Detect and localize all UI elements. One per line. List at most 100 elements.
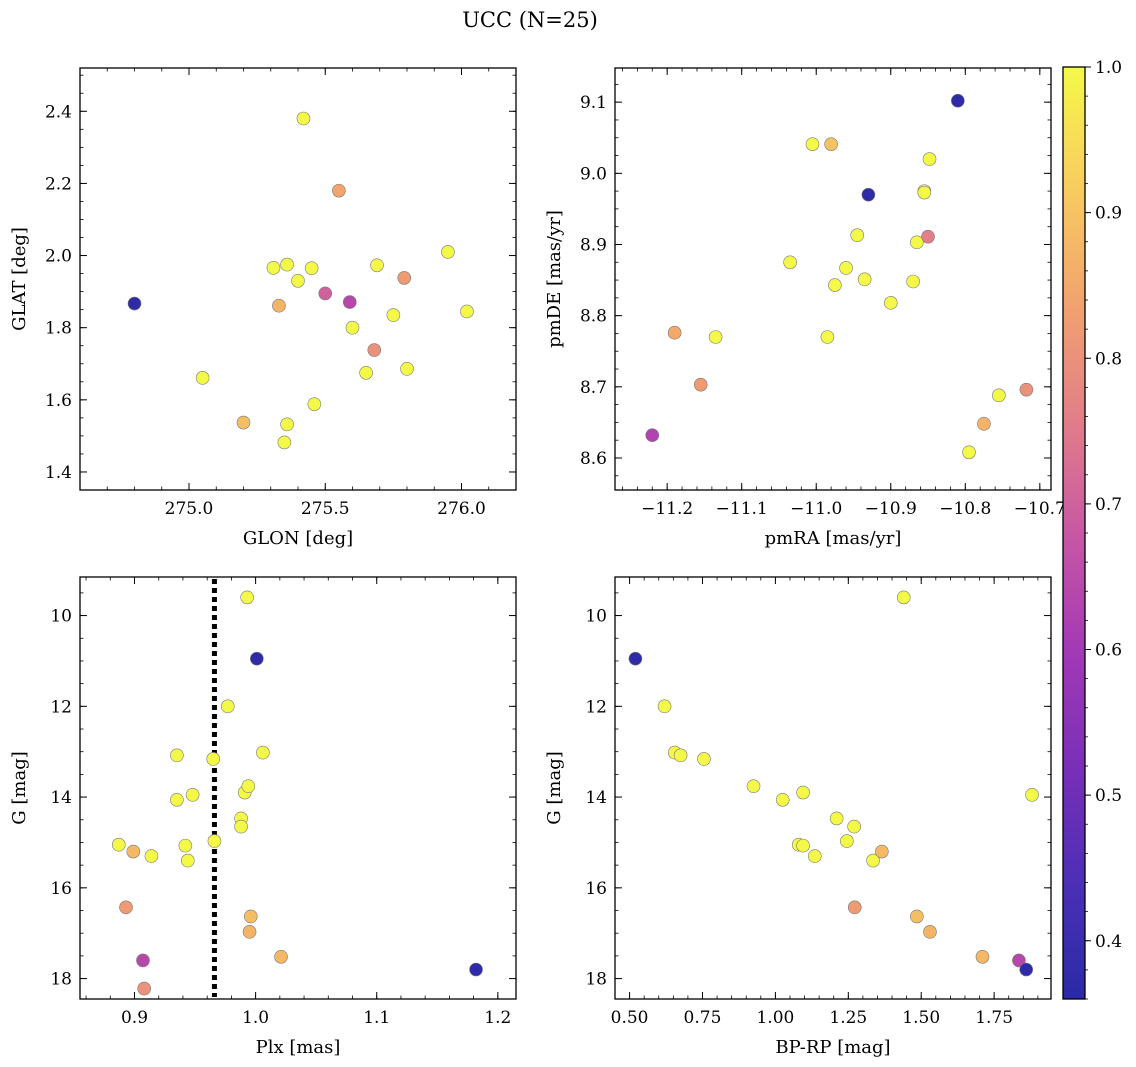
x-tick-label: 275.5 [301, 499, 350, 519]
panel-sky: 275.0 275.5 276.0 1.4 1.6 1.8 2.0 2.2 2.4 GLON [d… [9, 67, 517, 549]
x-tick-label: 0.9 [121, 1008, 148, 1028]
axes-frame [614, 67, 1052, 491]
scatter-point [234, 819, 248, 834]
y-tick-label: 12 [585, 697, 607, 717]
scatter-point [746, 779, 761, 793]
colorbar-gradient [1063, 67, 1085, 999]
x-tick-label: 1.1 [363, 1008, 390, 1028]
scatter-point [847, 819, 861, 834]
y-tick-label: 9.1 [580, 93, 607, 113]
scatter-point [250, 651, 264, 666]
y-tick-label: 18 [50, 970, 72, 990]
y-tick-label: 14 [50, 788, 72, 808]
colorbar-tick-label: 1.0 [1095, 58, 1122, 78]
scatter-point [977, 417, 991, 431]
scatter-point [296, 111, 311, 126]
scatter-point [805, 137, 820, 151]
scatter-point [783, 255, 797, 270]
scatter-point [136, 953, 150, 968]
scatter-point [397, 271, 412, 285]
x-tick-label: 1.75 [975, 1008, 1013, 1028]
colorbar: 0.4 0.5 0.6 0.7 0.8 0.9 1.0 [1062, 58, 1122, 1000]
x-tick-label: −10.9 [865, 499, 917, 519]
scatter-point [185, 788, 200, 802]
scatter-point [697, 752, 711, 766]
x-tick-label: −11.2 [641, 499, 693, 519]
y-tick-label: 2.0 [45, 247, 72, 267]
scatter-point [921, 229, 935, 244]
y-tick-label: 1.6 [45, 391, 72, 411]
scatter-point [673, 748, 688, 763]
scatter-point [170, 792, 184, 807]
y-tick-label: 8.7 [580, 378, 607, 398]
axes-frame [79, 576, 517, 1000]
y-tick-label: 2.4 [45, 102, 72, 122]
colorbar-tick-label: 0.8 [1095, 349, 1122, 369]
x-tick-label: 1.00 [756, 1008, 794, 1028]
scatter-point [236, 415, 251, 430]
scatter-point [359, 365, 373, 380]
scatter-point [206, 752, 221, 766]
scatter-point [951, 93, 965, 108]
scatter-point [850, 228, 865, 243]
scatter-point [266, 261, 281, 275]
scatter-point [992, 388, 1006, 403]
scatter-point [280, 417, 294, 432]
y-axis-label: G [mag] [544, 751, 565, 824]
scatter-point [1012, 953, 1026, 968]
colorbar-tick-label: 0.4 [1095, 932, 1122, 952]
y-tick-label: 1.8 [45, 319, 72, 339]
scatter-point [220, 699, 235, 714]
x-axis-label: BP-RP [mag] [775, 1037, 890, 1058]
x-tick-label: 0.50 [611, 1008, 649, 1028]
scatter-point [1025, 788, 1039, 802]
colorbar-tick-label: 0.5 [1095, 786, 1122, 806]
scatter-point [861, 187, 876, 202]
scatter-point [628, 651, 643, 666]
scatter-point [242, 925, 257, 939]
colorbar-tick-label: 0.7 [1095, 495, 1122, 515]
colorbar-tick-label: 0.6 [1095, 641, 1122, 661]
scatter-point [370, 258, 384, 273]
scatter-point [111, 837, 126, 852]
scatter-point [469, 962, 483, 977]
scatter-point [318, 286, 333, 301]
scatter-point [332, 183, 346, 198]
x-tick-label: 0.75 [684, 1008, 722, 1028]
scatter-point [1019, 382, 1034, 397]
y-tick-label: 8.8 [580, 307, 607, 327]
scatter-point [304, 261, 319, 275]
scatter-point [962, 445, 976, 460]
scatter-point [170, 748, 184, 763]
scatter-point [460, 304, 474, 319]
x-axis-label: GLON [deg] [243, 528, 353, 549]
scatter-point [910, 235, 924, 250]
panel-proper-motion: −11.2 −11.1 −11.0 −10.9 −10.8 −10.7 8.6 8.7 8.8 8… [544, 67, 1066, 549]
panels: 275.0 275.5 276.0 1.4 1.6 1.8 2.0 2.2 2.4 GLON [d… [9, 67, 1066, 1058]
x-tick-label: 1.2 [484, 1008, 511, 1028]
scatter-point [240, 590, 254, 605]
scatter-point [796, 785, 810, 800]
scatter-point [280, 257, 294, 272]
scatter-point [883, 296, 898, 310]
scatter-point [1019, 962, 1034, 977]
y-tick-label: 2.2 [45, 174, 72, 194]
scatter-point [277, 435, 292, 450]
scatter-point [441, 245, 455, 259]
y-tick-label: 1.4 [45, 463, 72, 483]
scatter-point [910, 909, 924, 924]
scatter-point [923, 925, 937, 939]
scatter-point [256, 745, 270, 760]
y-axis-label: pmDE [mas/yr] [544, 210, 565, 348]
scatter-point [807, 849, 822, 863]
scatter-point [272, 298, 286, 313]
scatter-point [645, 428, 660, 443]
scatter-point [857, 272, 872, 287]
x-axis-label: Plx [mas] [256, 1037, 341, 1058]
scatter-point [243, 909, 258, 924]
x-tick-label: 275.0 [165, 499, 214, 519]
scatter-point [820, 330, 835, 344]
scatter-point [178, 838, 193, 853]
scatter-point [847, 900, 862, 915]
x-tick-label: −11.1 [716, 499, 768, 519]
